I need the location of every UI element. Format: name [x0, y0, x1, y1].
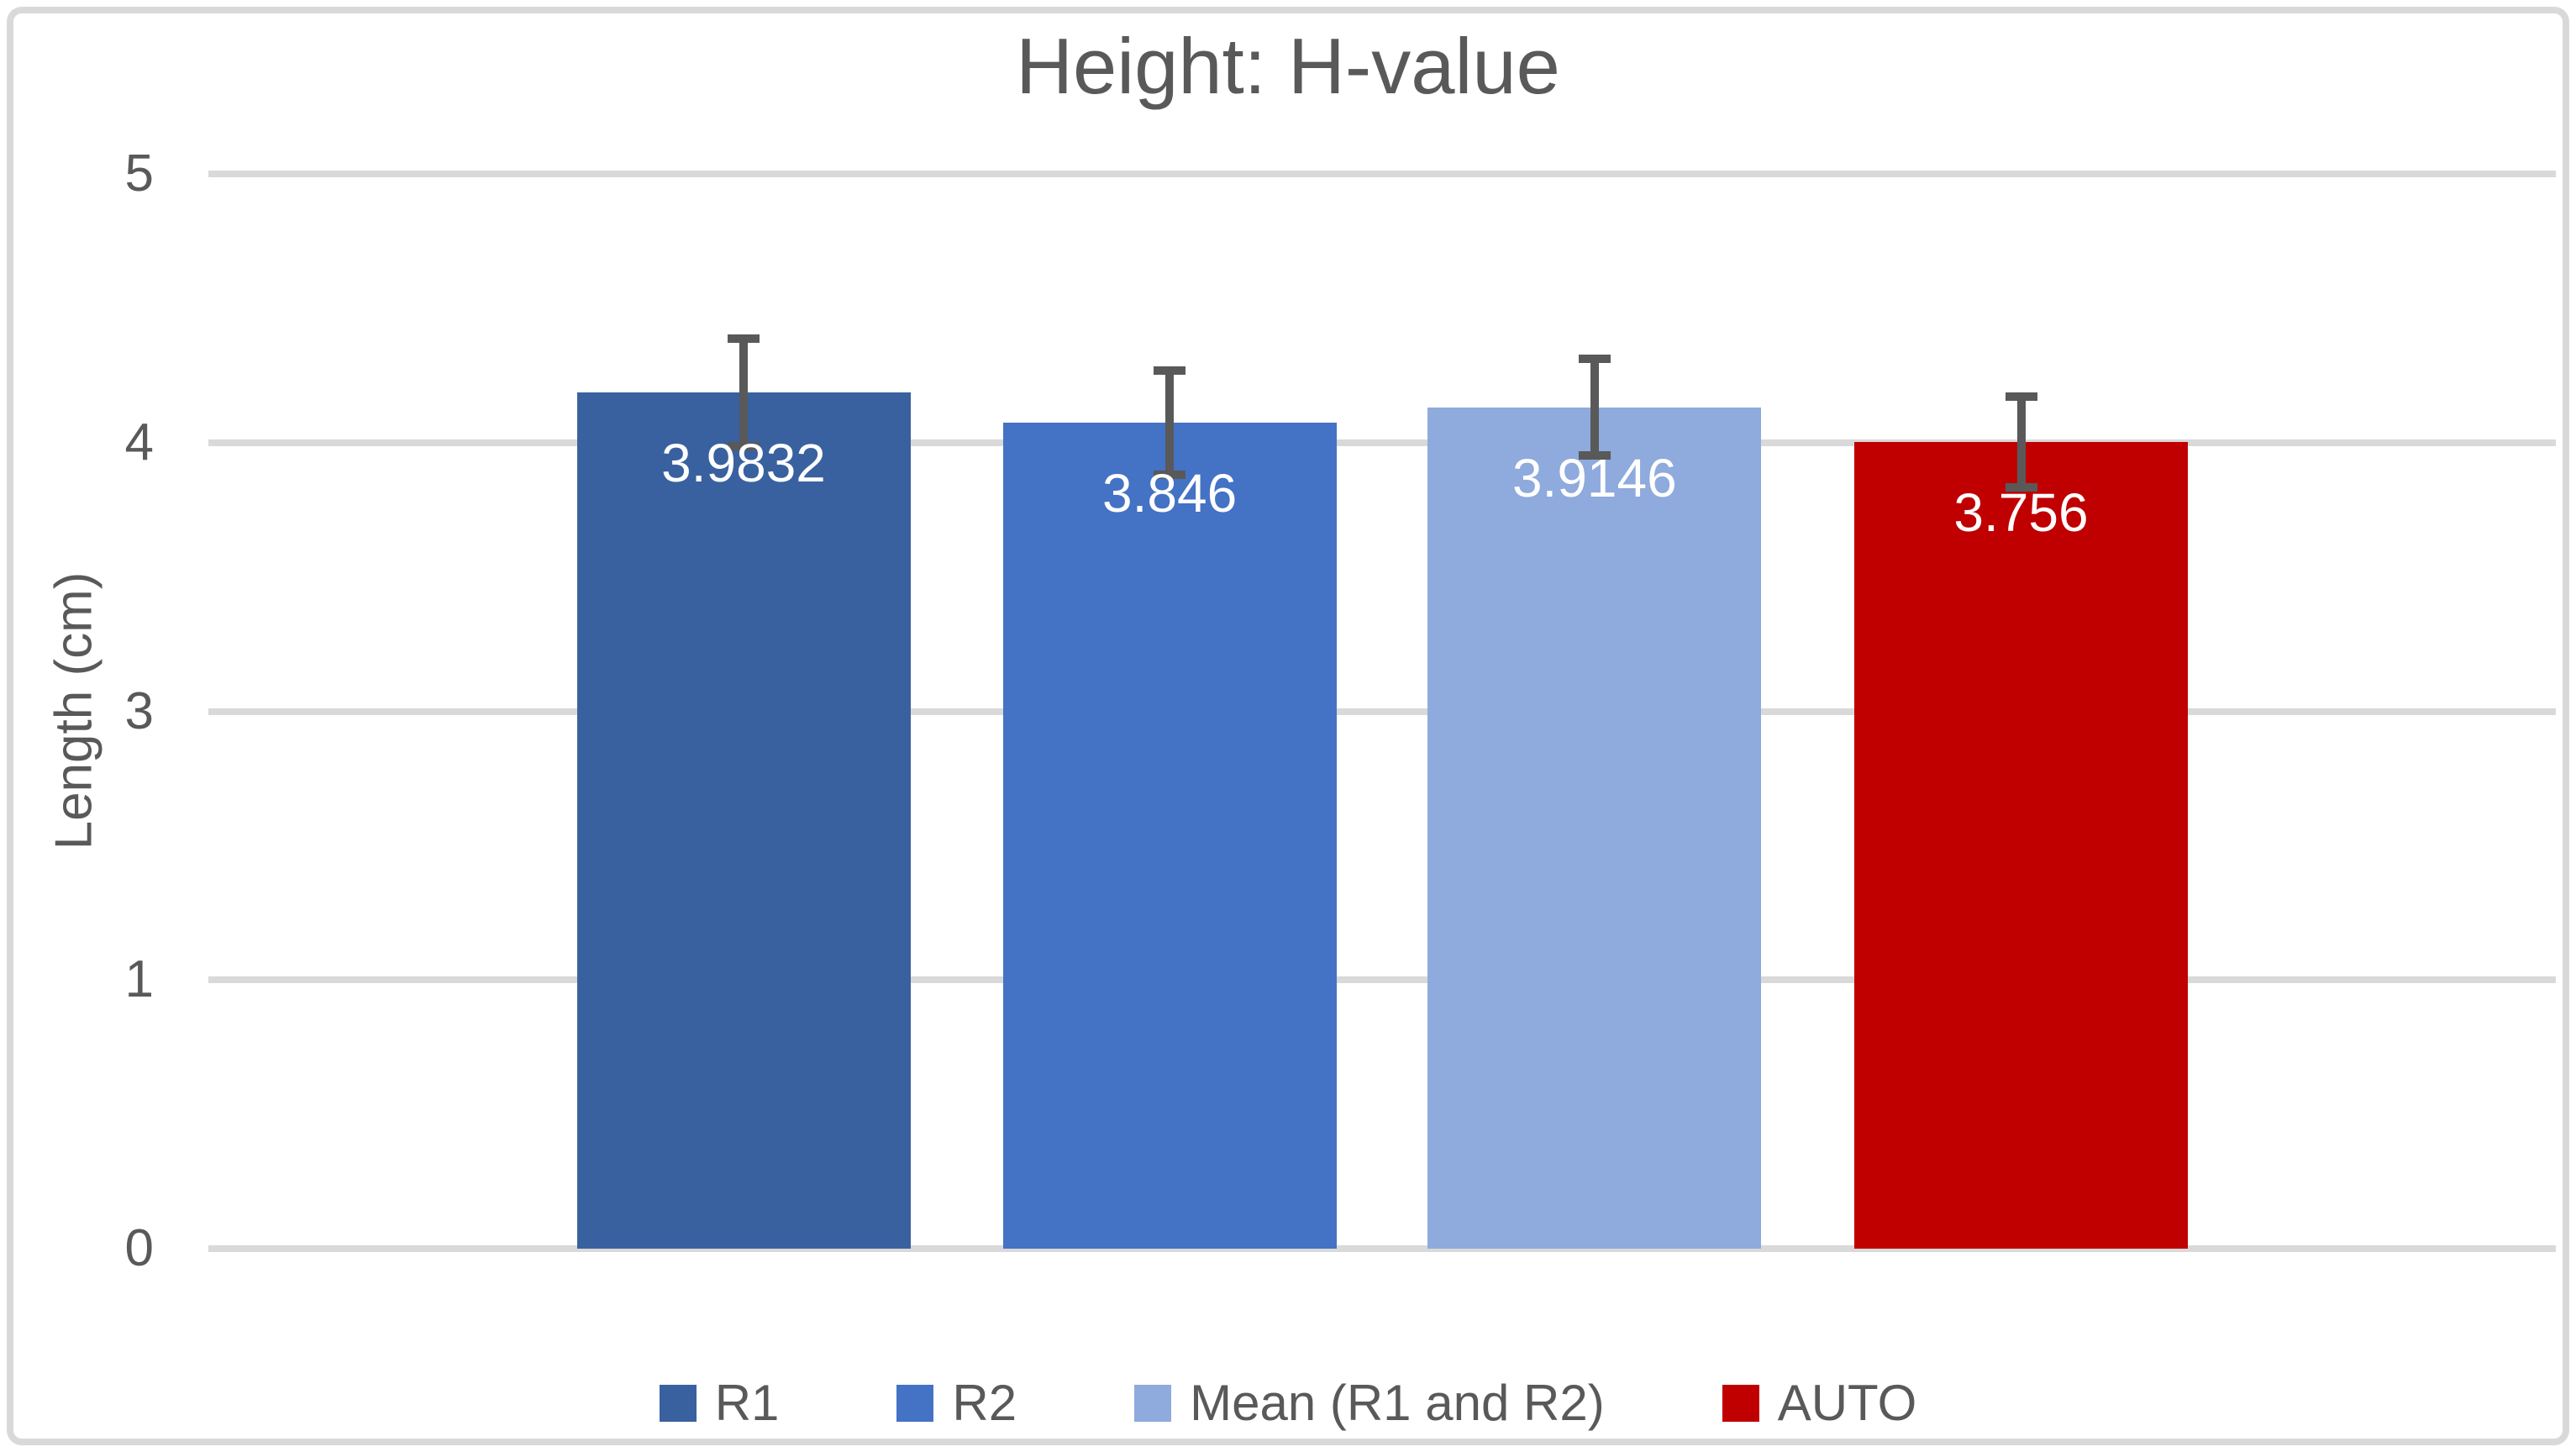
bar-group-AUTO: 3.756 [1854, 392, 2189, 1249]
gridline-5 [208, 171, 2556, 177]
error-bar-bottom-cap-Mean (R1 and R2) [1578, 451, 1611, 460]
legend-swatch-Mean (R1 and R2) [1134, 1385, 1172, 1422]
error-bar-top-cap-Mean (R1 and R2) [1578, 355, 1611, 364]
error-bar-AUTO [2016, 396, 2026, 488]
y-tick-label-0: 0 [124, 1219, 154, 1277]
data-label-Mean (R1 and R2): 3.9146 [1511, 447, 1677, 508]
bar-R2 [1002, 423, 1337, 1249]
data-label-R2: 3.846 [1102, 463, 1238, 524]
legend-item-R1: R1 [659, 1375, 780, 1431]
y-tick-label-3: 3 [124, 681, 154, 740]
legend-item-AUTO: AUTO [1722, 1375, 1917, 1431]
legend-label-R2: R2 [952, 1375, 1017, 1431]
bar-group-R2: 3.846 [1002, 366, 1337, 1249]
error-bar-bottom-cap-R2 [1154, 471, 1186, 480]
error-bar-Mean (R1 and R2) [1590, 359, 1599, 456]
legend-label-R1: R1 [714, 1375, 780, 1431]
y-axis-title: Length (cm) [45, 571, 103, 850]
legend-label-AUTO: AUTO [1777, 1375, 1917, 1431]
error-bar-bottom-cap-AUTO [2005, 483, 2037, 492]
plot-area: 5 4 3 1 0 3.9832 3.846 3.9146 3.756 [125, 148, 2556, 1275]
error-bar-R2 [1165, 370, 1175, 476]
error-bar-top-cap-AUTO [2005, 392, 2037, 401]
bar-Mean (R1 and R2) [1427, 407, 1762, 1249]
bar-group-Mean (R1 and R2): 3.9146 [1427, 355, 1762, 1249]
data-label-R1: 3.9832 [661, 432, 826, 493]
gridline-4 [208, 439, 2556, 446]
bar-R1 [576, 392, 911, 1249]
y-tick-label-5: 5 [124, 145, 154, 203]
gridline-1 [208, 976, 2556, 984]
y-tick-label-1: 1 [124, 950, 154, 1009]
data-label-AUTO: 3.756 [1953, 482, 2089, 544]
error-bar-top-cap-R2 [1154, 366, 1186, 375]
legend-item-Mean (R1 and R2): Mean (R1 and R2) [1134, 1378, 1605, 1428]
legend-swatch-R1 [659, 1385, 697, 1422]
gridline-0 [208, 1245, 2556, 1252]
legend-swatch-AUTO [1722, 1385, 1759, 1422]
bar-group-R1: 3.9832 [576, 334, 911, 1249]
chart-title: Height: H-value [1016, 22, 1560, 110]
legend-item-R2: R2 [896, 1378, 1017, 1428]
legend-swatch-R2 [896, 1385, 934, 1422]
error-bar-R1 [739, 338, 749, 446]
gridline-3 [208, 708, 2556, 715]
error-bar-bottom-cap-R1 [728, 441, 760, 450]
legend-label-Mean (R1 and R2): Mean (R1 and R2) [1190, 1375, 1605, 1431]
bar-AUTO [1854, 442, 2189, 1249]
legend: R1 R2 Mean (R1 and R2) AUTO [0, 1373, 2576, 1434]
y-tick-label-4: 4 [124, 413, 154, 471]
error-bar-top-cap-R1 [728, 334, 760, 343]
